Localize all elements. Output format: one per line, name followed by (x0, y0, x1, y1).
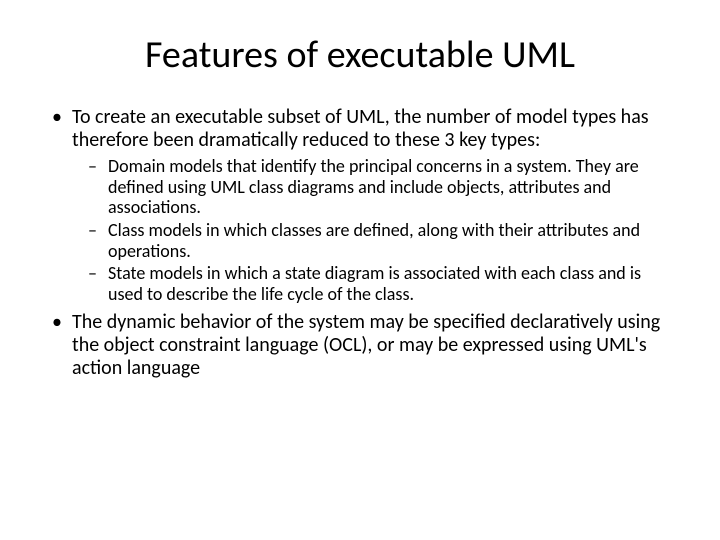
slide-body: To create an executable subset of UML, t… (48, 106, 672, 380)
bullet-item: To create an executable subset of UML, t… (72, 106, 672, 305)
sub-bullet-item: Class models in which classes are define… (108, 220, 672, 261)
bullet-item: The dynamic behavior of the system may b… (72, 311, 672, 380)
sub-bullet-item: Domain models that identify the principa… (108, 156, 672, 218)
bullet-text: The dynamic behavior of the system may b… (72, 310, 660, 380)
bullet-list: To create an executable subset of UML, t… (48, 106, 672, 380)
slide-title: Features of executable UML (48, 32, 672, 78)
sub-bullet-list: Domain models that identify the principa… (72, 156, 672, 305)
sub-bullet-item: State models in which a state diagram is… (108, 263, 672, 304)
slide: Features of executable UML To create an … (0, 0, 720, 540)
bullet-text: To create an executable subset of UML, t… (72, 105, 649, 152)
